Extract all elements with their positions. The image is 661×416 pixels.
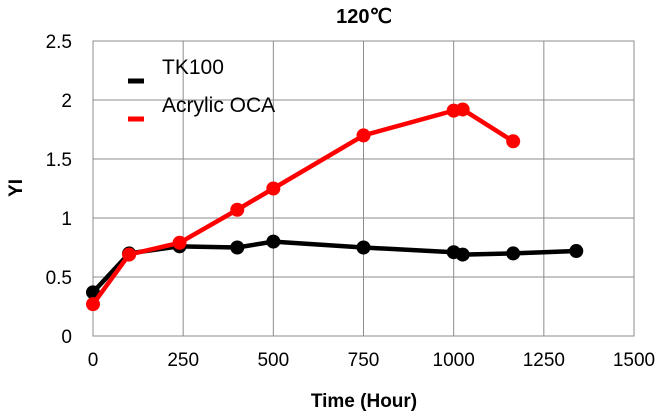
plot-area-border xyxy=(92,40,635,337)
series-tk100 xyxy=(86,234,584,300)
data-point xyxy=(569,244,584,259)
x-tick-label: 750 xyxy=(348,350,380,371)
x-tick-label: 0 xyxy=(88,350,99,371)
data-point xyxy=(230,202,245,217)
chart-title: 120℃ xyxy=(336,6,392,28)
data-point xyxy=(122,247,137,262)
data-point xyxy=(506,246,521,261)
data-point xyxy=(455,247,470,262)
x-tick-label: 250 xyxy=(167,350,199,371)
x-axis-title: Time (Hour) xyxy=(311,391,417,412)
series-layer xyxy=(86,102,584,312)
data-point xyxy=(266,234,281,249)
data-point xyxy=(506,134,521,149)
y-tick-label: 0 xyxy=(61,327,72,348)
y-tick-label: 1.5 xyxy=(46,150,72,171)
legend-label: Acrylic OCA xyxy=(162,94,275,117)
series-line xyxy=(91,239,577,294)
grid-lines xyxy=(92,40,635,337)
data-point xyxy=(86,297,100,312)
series-acrylic-oca xyxy=(86,102,521,312)
series-line xyxy=(91,107,515,306)
y-tick-label: 0.5 xyxy=(46,268,72,289)
data-point xyxy=(172,235,187,250)
tick-labels: 0 250 500 750 1000 1250 1500 0 0.5 1 1.5 2 2.5 xyxy=(46,32,656,371)
axes xyxy=(92,40,635,337)
x-tick-label: 1000 xyxy=(433,350,475,371)
y-tick-label: 1 xyxy=(61,209,72,230)
legend: TK100 Acrylic OCA xyxy=(128,56,275,122)
y-axis-title: YI xyxy=(6,179,27,197)
data-point xyxy=(356,240,371,255)
data-point xyxy=(230,240,245,255)
data-point xyxy=(455,102,470,117)
data-point xyxy=(356,128,371,143)
data-point xyxy=(266,181,281,196)
x-tick-label: 500 xyxy=(257,350,289,371)
y-tick-label: 2.5 xyxy=(46,32,72,53)
legend-label: TK100 xyxy=(162,56,224,79)
x-tick-label: 1500 xyxy=(613,350,655,371)
x-tick-label: 1250 xyxy=(523,350,565,371)
y-tick-label: 2 xyxy=(61,91,72,112)
